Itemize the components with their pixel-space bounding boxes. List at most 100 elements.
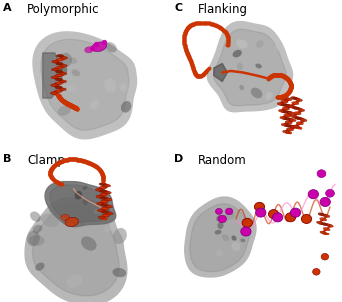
Ellipse shape: [284, 114, 291, 117]
Ellipse shape: [98, 216, 105, 219]
Polygon shape: [214, 63, 227, 82]
Ellipse shape: [104, 225, 111, 232]
Ellipse shape: [55, 90, 62, 93]
Ellipse shape: [292, 102, 299, 105]
Ellipse shape: [288, 112, 295, 114]
Ellipse shape: [323, 227, 330, 231]
Ellipse shape: [56, 62, 63, 65]
Ellipse shape: [100, 193, 107, 196]
Polygon shape: [45, 182, 116, 227]
Ellipse shape: [289, 119, 296, 121]
Ellipse shape: [97, 209, 105, 212]
Ellipse shape: [286, 124, 293, 127]
Ellipse shape: [61, 214, 69, 220]
Ellipse shape: [56, 66, 63, 69]
Ellipse shape: [280, 97, 287, 100]
Ellipse shape: [288, 105, 295, 108]
Circle shape: [326, 189, 334, 197]
Ellipse shape: [65, 217, 79, 226]
Ellipse shape: [55, 86, 62, 89]
Ellipse shape: [103, 184, 110, 187]
Ellipse shape: [60, 53, 72, 66]
Ellipse shape: [233, 50, 242, 57]
Text: Random: Random: [198, 154, 247, 167]
Ellipse shape: [290, 115, 298, 118]
Circle shape: [241, 227, 251, 236]
Ellipse shape: [216, 215, 222, 221]
Ellipse shape: [119, 83, 128, 92]
Ellipse shape: [56, 58, 63, 61]
Ellipse shape: [50, 92, 57, 95]
Ellipse shape: [218, 222, 223, 229]
Ellipse shape: [99, 183, 106, 186]
Ellipse shape: [82, 199, 88, 205]
Ellipse shape: [60, 217, 66, 221]
Ellipse shape: [285, 117, 291, 120]
Polygon shape: [41, 39, 129, 130]
Ellipse shape: [51, 84, 58, 87]
Ellipse shape: [287, 128, 293, 131]
Ellipse shape: [60, 72, 67, 75]
Ellipse shape: [69, 57, 77, 64]
Text: Clamp: Clamp: [27, 154, 65, 167]
Ellipse shape: [256, 40, 263, 48]
Circle shape: [320, 198, 330, 207]
Ellipse shape: [105, 198, 112, 201]
Ellipse shape: [101, 204, 108, 207]
Ellipse shape: [105, 205, 113, 208]
Ellipse shape: [106, 212, 113, 215]
Ellipse shape: [286, 105, 293, 108]
Ellipse shape: [316, 221, 324, 224]
Ellipse shape: [278, 110, 286, 112]
Ellipse shape: [81, 236, 96, 251]
Ellipse shape: [104, 78, 116, 92]
Ellipse shape: [41, 214, 59, 227]
Ellipse shape: [321, 223, 328, 226]
Ellipse shape: [104, 191, 111, 194]
Point: [102, 40, 107, 45]
Ellipse shape: [71, 69, 80, 76]
Ellipse shape: [95, 188, 103, 191]
Circle shape: [218, 215, 226, 223]
Ellipse shape: [282, 104, 289, 107]
Ellipse shape: [66, 275, 82, 288]
Ellipse shape: [35, 262, 44, 271]
Ellipse shape: [237, 63, 243, 70]
Ellipse shape: [93, 209, 102, 214]
Ellipse shape: [29, 235, 44, 246]
Ellipse shape: [113, 268, 126, 277]
Circle shape: [301, 214, 312, 223]
Polygon shape: [207, 21, 293, 112]
Text: B: B: [3, 154, 12, 164]
Point: [93, 41, 98, 46]
Ellipse shape: [298, 108, 305, 111]
Ellipse shape: [102, 210, 109, 214]
Ellipse shape: [51, 76, 58, 79]
Ellipse shape: [101, 197, 107, 200]
Ellipse shape: [277, 103, 284, 105]
Ellipse shape: [121, 101, 131, 113]
Ellipse shape: [320, 231, 327, 234]
Ellipse shape: [27, 231, 40, 246]
Ellipse shape: [60, 80, 67, 83]
Ellipse shape: [30, 211, 41, 222]
Polygon shape: [32, 205, 119, 296]
Circle shape: [268, 210, 279, 219]
Ellipse shape: [295, 117, 302, 120]
Ellipse shape: [291, 97, 298, 100]
Ellipse shape: [296, 122, 303, 125]
Polygon shape: [214, 29, 286, 106]
Ellipse shape: [55, 82, 62, 85]
Ellipse shape: [293, 107, 300, 110]
Ellipse shape: [82, 185, 88, 190]
Circle shape: [273, 213, 283, 222]
Ellipse shape: [102, 207, 108, 210]
Ellipse shape: [56, 66, 67, 77]
Ellipse shape: [280, 117, 287, 119]
Polygon shape: [185, 197, 256, 277]
Ellipse shape: [92, 187, 97, 190]
Ellipse shape: [224, 212, 235, 220]
Ellipse shape: [52, 60, 59, 63]
Polygon shape: [33, 32, 136, 139]
Ellipse shape: [318, 213, 325, 216]
